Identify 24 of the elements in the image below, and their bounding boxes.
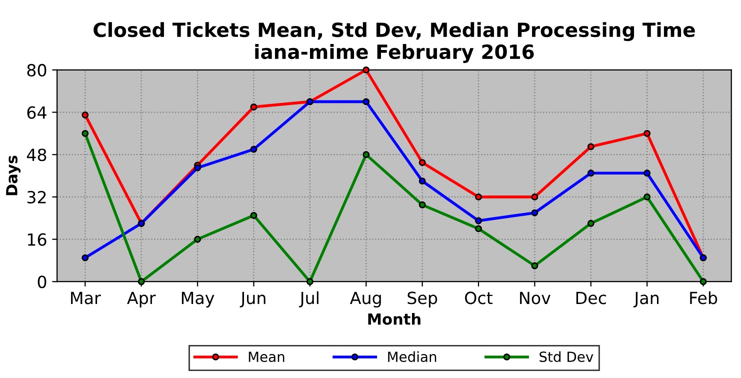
x-tick-label: Jun [240, 292, 266, 308]
y-tick-label: 80 [27, 64, 46, 76]
x-tick-label: Nov [520, 292, 550, 304]
x-tick-label: Oct [465, 292, 493, 304]
x-tick-label: Feb [690, 291, 718, 304]
x-tick-label: Dec [576, 292, 606, 304]
y-tick-label: 32 [27, 190, 46, 204]
y-tick-label: 16 [28, 233, 46, 246]
x-tick-label: Aug [350, 292, 381, 308]
y-axis-title: Days [6, 156, 21, 196]
x-tick-label: Mar [71, 292, 101, 304]
x-tick-label: Apr [127, 292, 156, 308]
x-axis-title: Month [368, 313, 420, 325]
y-tick-label: 48 [26, 148, 46, 162]
legend-label: Std Dev [540, 351, 594, 362]
x-tick-label: Jul [299, 291, 318, 308]
x-tick-label: May [182, 292, 214, 308]
legend-label: Mean [248, 352, 284, 362]
y-tick-label: 64 [27, 106, 46, 119]
x-tick-label: Jan [633, 292, 659, 308]
x-tick-label: Sep [408, 292, 438, 308]
y-tick-label: 0 [38, 276, 46, 288]
chart-title: Closed Tickets Mean, Std Dev, Median Processing Time iana-mime February 2016 [94, 22, 695, 64]
legend-label: Median [388, 351, 436, 362]
